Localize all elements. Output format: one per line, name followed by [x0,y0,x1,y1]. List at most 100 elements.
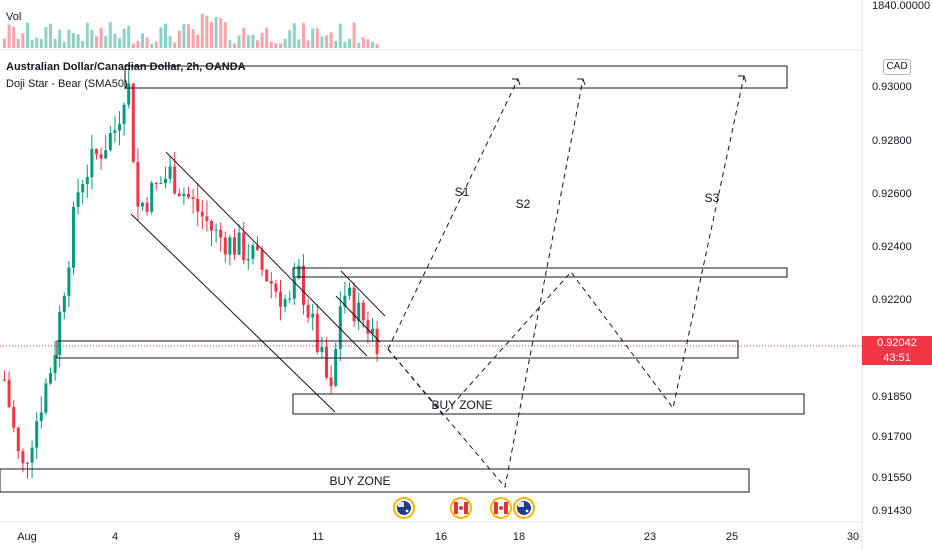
candle-body[interactable] [39,412,43,422]
australia-flag-icon[interactable] [393,497,415,519]
candle-body[interactable] [242,232,246,261]
volume-bars[interactable] [3,13,379,48]
candle-body[interactable] [113,130,117,134]
candle-body[interactable] [329,377,333,386]
candle-body[interactable] [21,451,25,464]
candle-body[interactable] [90,148,94,178]
candle-body[interactable] [205,216,209,222]
channel-upper-line[interactable] [165,151,368,357]
candle-body[interactable] [35,421,39,448]
candle-body[interactable] [145,202,149,212]
candle-body[interactable] [214,229,218,231]
price-zone-box[interactable] [0,468,750,493]
candle-body[interactable] [361,302,365,321]
candle-body[interactable] [136,161,140,207]
candle-body[interactable] [325,346,328,378]
scenario-s2-path[interactable] [387,78,584,489]
candle-body[interactable] [62,295,66,312]
candle-body[interactable] [200,211,204,217]
indicator-legend[interactable]: Doji Star - Bear (SMA50) [6,78,128,90]
price-zone-box[interactable] [56,340,739,359]
candle-body[interactable] [371,328,374,334]
candle-body[interactable] [223,237,227,255]
candle-body[interactable] [150,182,154,212]
candle-body[interactable] [246,258,250,261]
candle-body[interactable] [251,245,255,259]
candle-body[interactable] [219,229,223,238]
scenario-s1-path[interactable] [387,78,519,350]
candle-body[interactable] [357,302,361,322]
candle-body[interactable] [44,383,48,413]
candle-body[interactable] [30,447,34,463]
candle-body[interactable] [279,291,282,307]
candle-body[interactable] [338,306,342,349]
candle-body[interactable] [210,221,213,231]
candle-body[interactable] [343,295,347,307]
candle-body[interactable] [320,346,324,353]
candle-body[interactable] [85,177,89,184]
candle-body[interactable] [233,237,236,255]
candle-body[interactable] [191,197,195,199]
candle-body[interactable] [16,427,20,452]
candle-body[interactable] [81,183,85,193]
candle-body[interactable] [311,313,315,318]
candle-body[interactable] [297,265,301,279]
candle-body[interactable] [26,462,29,464]
candle-body[interactable] [3,379,6,381]
price-zone-box[interactable] [292,393,805,415]
candle-body[interactable] [182,193,186,197]
currency-button[interactable]: CAD [883,59,911,75]
channel-lower-line[interactable] [130,213,336,413]
candle-body[interactable] [274,283,278,292]
candle-body[interactable] [187,193,190,198]
candle-body[interactable] [159,183,163,185]
candle-body[interactable] [164,178,167,184]
canada-flag-icon[interactable] [450,497,472,519]
candle-body[interactable] [58,311,62,355]
candle-body[interactable] [67,267,71,296]
symbol-legend[interactable]: Australian Dollar/Canadian Dollar, 2h, O… [6,61,246,73]
candle-body[interactable] [108,133,112,151]
scenario-s3-path[interactable] [387,75,745,416]
mini-channel-lower[interactable] [335,295,381,343]
candle-body[interactable] [49,373,52,384]
candle-body[interactable] [53,354,57,374]
candle-body[interactable] [177,193,181,197]
canada-flag-icon[interactable] [490,497,512,519]
candle-body[interactable] [141,202,144,207]
candle-body[interactable] [306,304,310,318]
candle-body[interactable] [334,348,338,386]
candle-body[interactable] [352,287,356,322]
price-zone-box[interactable] [292,267,788,278]
candle-body[interactable] [104,150,108,159]
candle-body[interactable] [168,166,172,179]
candle-body[interactable] [292,278,296,299]
candle-body[interactable] [302,265,305,305]
candle-body[interactable] [7,379,11,407]
candle-body[interactable] [122,104,126,125]
candle-body[interactable] [228,237,232,255]
price-zone-box[interactable] [124,65,788,89]
candle-body[interactable] [237,232,241,255]
candle-body[interactable] [118,124,121,131]
candle-body[interactable] [72,206,75,268]
candle-body[interactable] [127,83,131,105]
candle-body[interactable] [348,287,351,296]
candle-body[interactable] [173,166,177,194]
candle-body[interactable] [196,198,200,212]
candle-body[interactable] [154,182,158,184]
candle-body[interactable] [76,192,80,207]
candle-body[interactable] [265,269,269,282]
candle-body[interactable] [99,154,103,159]
candle-body[interactable] [269,281,273,284]
australia-flag-icon[interactable] [513,497,535,519]
candle-body[interactable] [366,320,370,334]
candles[interactable] [3,69,379,479]
candle-body[interactable] [12,406,16,428]
candle-body[interactable] [95,148,98,155]
candle-body[interactable] [315,313,319,353]
mini-channel-upper[interactable] [340,270,386,317]
candle-body[interactable] [256,245,259,250]
candle-body[interactable] [260,249,264,270]
